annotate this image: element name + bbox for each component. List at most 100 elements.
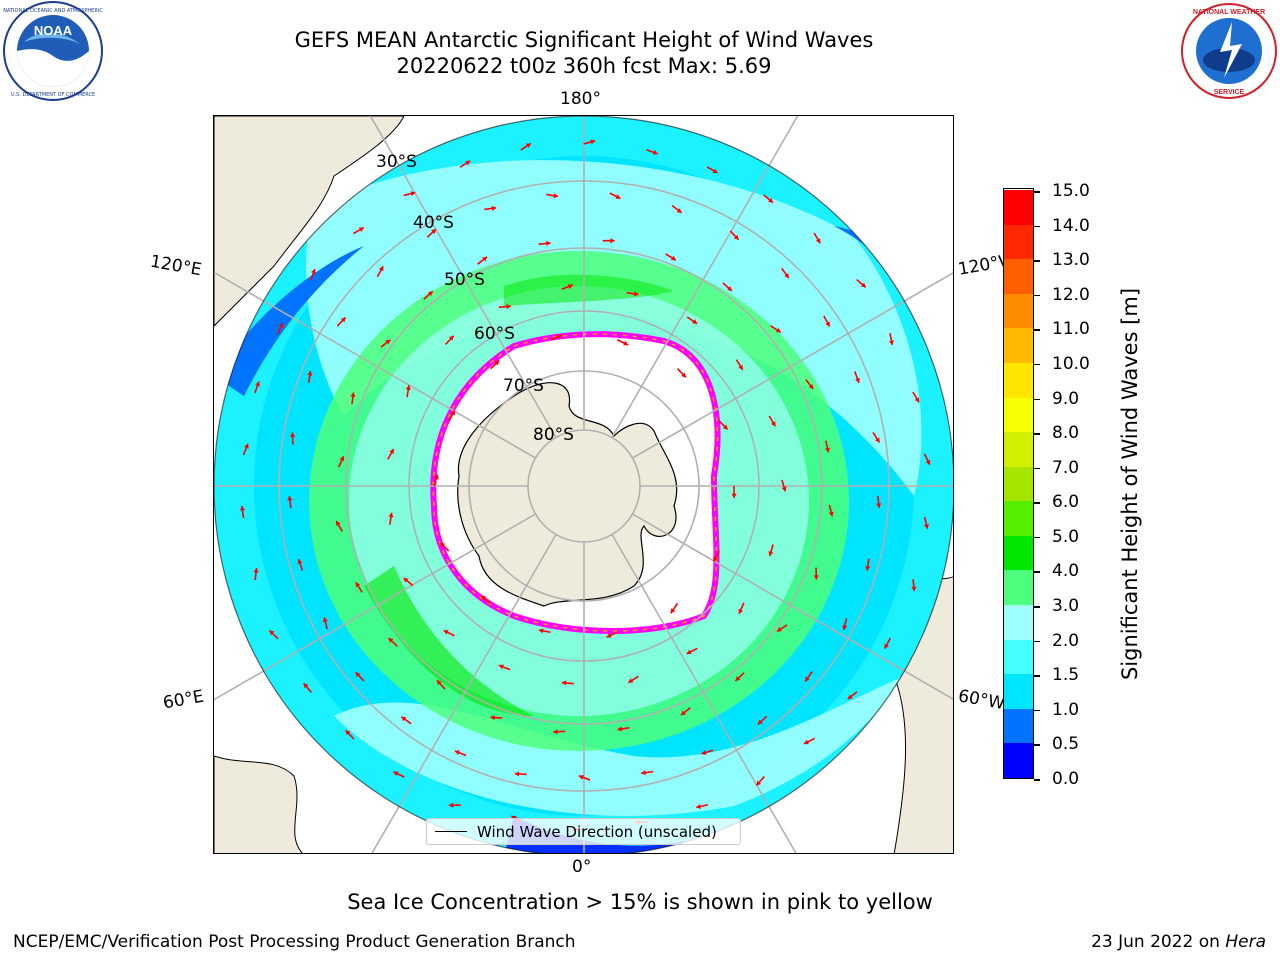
svg-text:NATIONAL WEATHER: NATIONAL WEATHER bbox=[1193, 9, 1265, 16]
colorbar-tick-mark bbox=[1034, 329, 1040, 331]
wind-arrow-icon bbox=[335, 520, 343, 532]
legend-label: Wind Wave Direction (unscaled) bbox=[477, 822, 717, 841]
colorbar-segment bbox=[1004, 431, 1033, 467]
wind-arrow-icon bbox=[828, 504, 834, 517]
colorbar-tick-label: 14.0 bbox=[1052, 215, 1090, 236]
wind-arrow-icon bbox=[322, 617, 328, 630]
colorbar-segment bbox=[1004, 708, 1033, 744]
wind-arrow-icon bbox=[553, 729, 566, 735]
wind-arrow-icon bbox=[352, 227, 365, 235]
meridian-line bbox=[611, 534, 797, 853]
colorbar-tick-label: 10.0 bbox=[1052, 353, 1090, 374]
wind-arrow-icon bbox=[706, 166, 718, 174]
colorbar-tick-mark bbox=[1034, 744, 1040, 746]
colorbar-segment bbox=[1004, 569, 1033, 606]
wind-arrow-icon bbox=[813, 232, 821, 244]
colorbar-tick-label: 13.0 bbox=[1052, 250, 1090, 271]
wind-arrow-icon bbox=[254, 381, 260, 394]
wind-arrow-icon bbox=[803, 737, 816, 745]
wind-arrow-icon bbox=[253, 567, 259, 581]
wind-arrow-icon bbox=[731, 485, 737, 499]
lat-label-40s: 40°S bbox=[413, 213, 454, 233]
wind-arrow-icon bbox=[459, 160, 471, 168]
wind-arrow-icon bbox=[387, 448, 395, 460]
wind-arrow-icon bbox=[583, 139, 596, 145]
lon-label-60w: 60°W bbox=[956, 686, 1005, 714]
colorbar-tick-label: 8.0 bbox=[1052, 423, 1080, 444]
chart-subtitle: 20220622 t00z 360h fcst Max: 5.69 bbox=[396, 54, 772, 78]
map-legend: Wind Wave Direction (unscaled) bbox=[426, 818, 741, 845]
wind-arrow-icon bbox=[824, 440, 831, 453]
colorbar-segment bbox=[1004, 742, 1033, 778]
wind-arrow-icon bbox=[480, 595, 491, 604]
wind-arrow-icon bbox=[388, 512, 394, 525]
wind-arrow-icon bbox=[448, 410, 456, 422]
wind-arrow-icon bbox=[923, 453, 931, 466]
wind-arrow-icon bbox=[671, 204, 683, 214]
colorbar-tick-label: 12.0 bbox=[1052, 284, 1090, 305]
wind-arrow-icon bbox=[602, 238, 615, 244]
colorbar-segment bbox=[1004, 258, 1033, 294]
footer-host: Hera bbox=[1225, 932, 1266, 952]
wind-arrow-icon bbox=[680, 707, 691, 716]
wind-arrow-icon bbox=[393, 771, 405, 778]
lat-label-70s: 70°S bbox=[503, 376, 544, 396]
wind-arrow-icon bbox=[307, 370, 313, 384]
chart-title: GEFS MEAN Antarctic Significant Height o… bbox=[294, 28, 874, 52]
wind-arrow-icon bbox=[310, 268, 316, 281]
meridian-line bbox=[632, 272, 953, 459]
lon-label-120w: 120°W bbox=[956, 252, 1005, 280]
meridian-line bbox=[369, 116, 557, 438]
wind-arrow-icon bbox=[355, 581, 363, 593]
lat-label-80s: 80°S bbox=[533, 425, 574, 445]
colorbar-tick-label: 15.0 bbox=[1052, 181, 1090, 201]
wind-arrow-icon bbox=[755, 776, 765, 787]
lat-label-30s: 30°S bbox=[376, 152, 417, 172]
wind-arrow-icon bbox=[734, 672, 745, 682]
colorbar-tick-mark bbox=[1034, 675, 1040, 677]
wind-arrow-icon bbox=[888, 333, 895, 346]
wind-arrow-icon bbox=[400, 716, 412, 725]
meridian-line bbox=[371, 534, 557, 853]
wind-arrow-icon bbox=[489, 360, 500, 370]
wind-arrow-icon bbox=[287, 496, 293, 509]
wind-arrow-icon bbox=[842, 618, 848, 631]
wind-arrow-icon bbox=[303, 682, 312, 693]
wind-arrow-icon bbox=[443, 629, 455, 637]
wind-arrow-icon bbox=[865, 558, 871, 571]
colorbar-tick-mark bbox=[1034, 779, 1040, 781]
wind-arrow-icon bbox=[403, 577, 414, 587]
meridian-line bbox=[214, 271, 536, 459]
colorbar-label: Significant Height of Wind Waves [m] bbox=[1118, 287, 1142, 681]
wind-arrow-icon bbox=[337, 455, 345, 468]
colorbar-tick-mark bbox=[1034, 260, 1040, 262]
wind-arrow-icon bbox=[433, 474, 439, 487]
lon-label-0: 0° bbox=[572, 857, 592, 877]
svg-text:NOAA: NOAA bbox=[34, 23, 73, 38]
colorbar-tick-mark bbox=[1034, 606, 1040, 608]
wind-arrow-icon bbox=[514, 771, 527, 777]
wind-arrow-icon bbox=[239, 505, 246, 519]
footer-credit: NCEP/EMC/Verification Post Processing Pr… bbox=[13, 932, 576, 952]
wind-arrow-icon bbox=[854, 371, 860, 384]
wind-arrow-icon bbox=[609, 192, 621, 200]
polar-map bbox=[214, 116, 953, 853]
wind-arrow-icon bbox=[376, 265, 384, 278]
colorbar-segment bbox=[1004, 327, 1033, 363]
wind-arrow-icon bbox=[847, 691, 858, 700]
wind-arrow-icon bbox=[776, 624, 788, 633]
colorbar-tick-mark bbox=[1034, 640, 1040, 643]
wind-arrow-icon bbox=[617, 726, 630, 732]
wind-arrow-icon bbox=[805, 379, 814, 390]
colorbar-segment bbox=[1004, 604, 1033, 640]
wind-arrow-icon bbox=[876, 495, 882, 508]
lon-label-180: 180° bbox=[560, 89, 601, 109]
wind-arrow-icon bbox=[546, 193, 559, 199]
wind-arrow-icon bbox=[423, 290, 434, 300]
colorbar-tick-mark bbox=[1034, 502, 1040, 504]
colorbar-tick-label: 1.5 bbox=[1052, 665, 1080, 686]
wind-arrow-icon bbox=[405, 385, 411, 398]
wind-arrow-icon bbox=[738, 602, 745, 615]
colorbar bbox=[1003, 188, 1034, 779]
wind-arrow-icon bbox=[403, 191, 416, 197]
